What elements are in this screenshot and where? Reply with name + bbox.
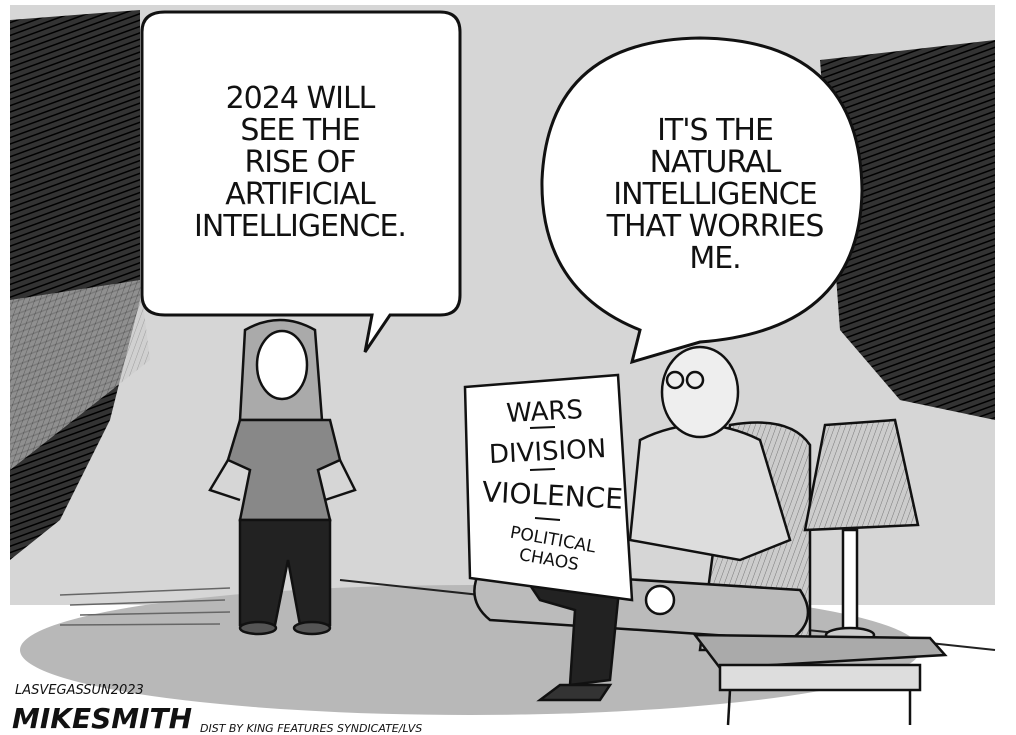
lamp — [803, 418, 920, 644]
bubble-line: NATURAL — [650, 145, 782, 180]
woman — [208, 318, 357, 636]
bubble-line: ARTIFICIAL — [225, 177, 376, 212]
man — [517, 345, 792, 702]
shadow-right — [820, 40, 995, 420]
speech-bubble — [540, 36, 864, 365]
publication-credit: LASVEGASSUN2023 — [15, 683, 144, 698]
bubble-line: INTELLIGENCE — [613, 177, 816, 212]
bubble-line: RISE OF — [244, 145, 355, 180]
headline: VIOLENCE — [481, 475, 623, 515]
headline: WARS — [506, 395, 584, 429]
side-table — [692, 633, 948, 726]
bubble-line: IT'S THE — [657, 113, 773, 148]
syndicate-credit: DIST BY KING FEATURES SYNDICATE/LVS — [200, 722, 422, 735]
bubble-text-1: 2024 WILL SEE THE RISE OF ARTIFICIAL INT… — [194, 81, 407, 244]
artist-signature: MIKESMITH — [12, 702, 192, 735]
bubble-text-2: IT'S THE NATURAL INTELLIGENCE THAT WORRI… — [606, 113, 825, 276]
headline: DIVISION — [488, 434, 607, 470]
bubble-line: ME. — [689, 241, 740, 276]
bubble-line: INTELLIGENCE. — [194, 209, 406, 244]
newspaper-sheet — [463, 373, 634, 602]
headline-rules — [529, 426, 561, 521]
speech-bubble — [140, 10, 462, 353]
shadow-left-light — [10, 280, 150, 470]
bubble-line: SEE THE — [240, 113, 359, 148]
bubble-line: THAT WORRIES — [606, 209, 824, 244]
floor-strokes — [59, 587, 231, 626]
newspaper: WARS DIVISION VIOLENCE POLITICAL CHAOS — [463, 373, 634, 602]
bubble-line: 2024 WILL — [226, 81, 376, 116]
